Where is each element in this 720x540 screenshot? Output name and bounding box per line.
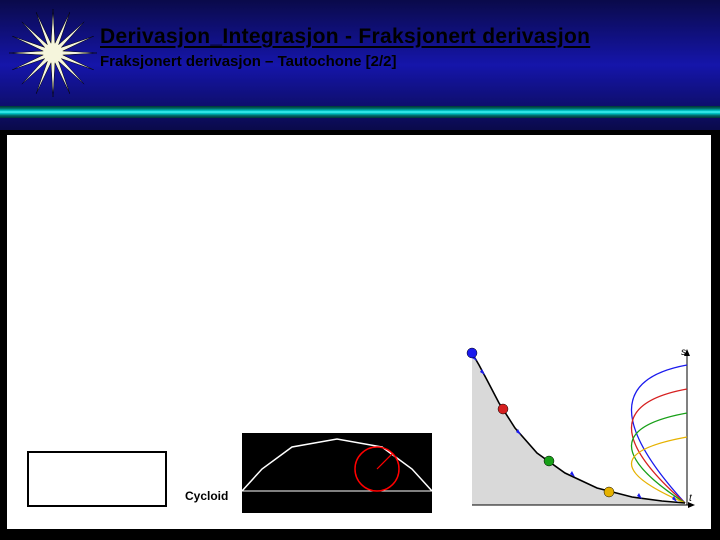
page-subtitle: Fraksjonert derivasjon – Tautochone [2/2… bbox=[100, 53, 700, 70]
title-area: Derivasjon_Integrasjon - Fraksjonert der… bbox=[100, 25, 700, 70]
tautochrone-figure: st bbox=[437, 345, 697, 515]
cycloid-label: Cycloid bbox=[185, 489, 228, 503]
slide: Derivasjon_Integrasjon - Fraksjonert der… bbox=[0, 0, 720, 540]
cycloid-figure bbox=[242, 433, 432, 513]
header-bar: Derivasjon_Integrasjon - Fraksjonert der… bbox=[0, 0, 720, 130]
page-title: Derivasjon_Integrasjon - Fraksjonert der… bbox=[100, 25, 700, 49]
content-panel: Cycloid st bbox=[6, 134, 712, 530]
header-divider bbox=[0, 106, 720, 118]
equation-box bbox=[27, 451, 167, 507]
svg-text:t: t bbox=[689, 493, 693, 504]
svg-text:s: s bbox=[681, 347, 686, 358]
star-icon bbox=[8, 8, 98, 98]
